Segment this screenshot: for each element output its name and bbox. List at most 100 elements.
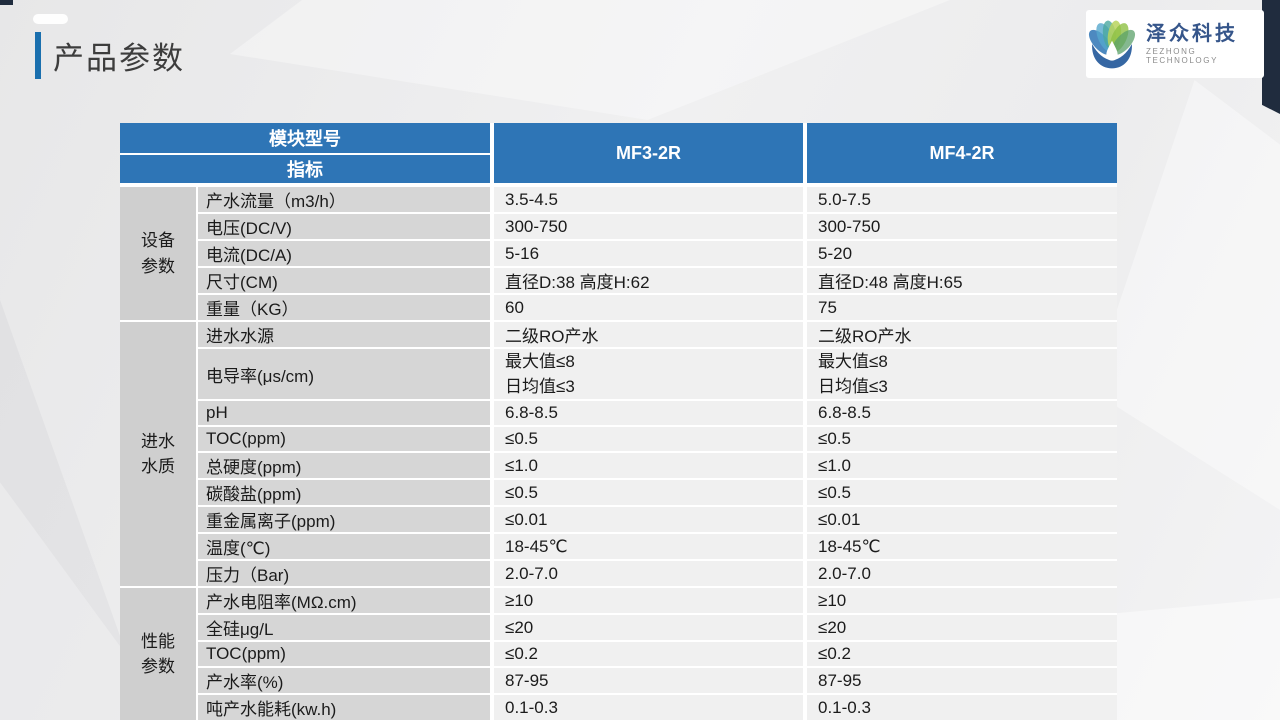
parameter-label-cell: 电压(DC/V): [196, 214, 490, 241]
logo-name-cn: 泽众科技: [1146, 22, 1238, 45]
value-cell-mf4: 75: [803, 295, 1117, 322]
logo-text: 泽众科技 ZEZHONG TECHNOLOGY: [1146, 23, 1264, 66]
value-cell-mf4: 直径D:48 高度H:65: [803, 268, 1117, 295]
table-row: 温度(℃) 18-45℃ 18-45℃: [120, 534, 1117, 561]
parameter-label-cell: 电流(DC/A): [196, 241, 490, 268]
value-cell-mf4: 300-750: [803, 214, 1117, 241]
row-group-cell: 进水水质: [120, 322, 196, 588]
parameter-label-cell: 产水流量（m3/h）: [196, 187, 490, 214]
value-cell-mf4: 二级RO产水: [803, 322, 1117, 349]
value-cell-mf3: 300-750: [490, 214, 803, 241]
company-logo: 泽众科技 ZEZHONG TECHNOLOGY: [1086, 10, 1264, 78]
value-cell-mf3: 二级RO产水: [490, 322, 803, 349]
table-header-row: 模块型号 MF3-2R MF4-2R: [120, 123, 1117, 187]
value-cell-mf3: ≤1.0: [490, 453, 803, 480]
table-row: 压力（Bar) 2.0-7.0 2.0-7.0: [120, 561, 1117, 588]
corner-accent-topright: [1262, 0, 1280, 114]
value-cell-mf4: 18-45℃: [803, 534, 1117, 561]
lotus-waterdrop-icon: [1088, 20, 1136, 69]
value-cell-mf4: 87-95: [803, 668, 1117, 695]
parameter-label-cell: TOC(ppm): [196, 642, 490, 668]
value-cell-mf4: ≥10: [803, 588, 1117, 615]
value-cell-mf4: 5.0-7.5: [803, 187, 1117, 214]
title-accent-bar: [35, 32, 41, 79]
value-cell-mf4: 5-20: [803, 241, 1117, 268]
parameter-label-cell: 产水电阻率(MΩ.cm): [196, 588, 490, 615]
table-row: 尺寸(CM) 直径D:38 高度H:62 直径D:48 高度H:65: [120, 268, 1117, 295]
value-cell-mf3: 5-16: [490, 241, 803, 268]
value-cell-mf4: 最大值≤8 日均值≤3: [803, 349, 1117, 401]
table-row: TOC(ppm) ≤0.2 ≤0.2: [120, 642, 1117, 668]
parameter-label-cell: 全硅μg/L: [196, 615, 490, 642]
value-cell-mf3: ≤0.01: [490, 507, 803, 534]
table-body: 设备参数 产水流量（m3/h） 3.5-4.5 5.0-7.5 电压(DC/V) 300-…: [120, 187, 1117, 720]
table-row: 电导率(μs/cm) 最大值≤8 日均值≤3 最大值≤8 日均值≤3: [120, 349, 1117, 401]
header-col-mf4-2r: MF4-2R: [803, 123, 1117, 187]
parameter-label-cell: 温度(℃): [196, 534, 490, 561]
table-row: 总硬度(ppm) ≤1.0 ≤1.0: [120, 453, 1117, 480]
parameter-label-cell: 碳酸盐(ppm): [196, 480, 490, 507]
value-cell-mf3: 87-95: [490, 668, 803, 695]
table-row: 电流(DC/A) 5-16 5-20: [120, 241, 1117, 268]
corner-dash-accent: [33, 14, 68, 24]
value-cell-mf4: 6.8-8.5: [803, 401, 1117, 427]
value-cell-mf3: ≤0.2: [490, 642, 803, 668]
value-cell-mf4: ≤0.2: [803, 642, 1117, 668]
table-row: pH 6.8-8.5 6.8-8.5: [120, 401, 1117, 427]
value-cell-mf3: 0.1-0.3: [490, 695, 803, 720]
background-shape: [230, 0, 950, 120]
slide-title-block: 产品参数: [35, 32, 185, 79]
parameter-label-cell: TOC(ppm): [196, 427, 490, 453]
table-row: 性能参数 产水电阻率(MΩ.cm) ≥10 ≥10: [120, 588, 1117, 720]
background-shape: [1090, 80, 1280, 510]
value-cell-mf3: ≥10: [490, 588, 803, 615]
value-cell-mf3: 2.0-7.0: [490, 561, 803, 588]
parameter-label-cell: 重金属离子(ppm): [196, 507, 490, 534]
table-row: 重金属离子(ppm) ≤0.01 ≤0.01: [120, 507, 1117, 534]
table-row: 重量（KG） 60 75: [120, 295, 1117, 322]
parameter-label-cell: 产水率(%): [196, 668, 490, 695]
value-cell-mf4: ≤0.01: [803, 507, 1117, 534]
parameter-label-cell: 重量（KG）: [196, 295, 490, 322]
table-row: 吨产水能耗(kw.h) 0.1-0.3 0.1-0.3: [120, 695, 1117, 720]
parameter-label-cell: 总硬度(ppm): [196, 453, 490, 480]
value-cell-mf3: ≤0.5: [490, 480, 803, 507]
value-cell-mf3: 6.8-8.5: [490, 401, 803, 427]
value-cell-mf4: ≤1.0: [803, 453, 1117, 480]
table-row: 电压(DC/V) 300-750 300-750: [120, 214, 1117, 241]
header-indicator-label: 指标: [120, 155, 490, 187]
table-row: TOC(ppm) ≤0.5 ≤0.5: [120, 427, 1117, 453]
header-col-mf3-2r: MF3-2R: [490, 123, 803, 187]
value-cell-mf3: 最大值≤8 日均值≤3: [490, 349, 803, 401]
table-row: 产水率(%) 87-95 87-95: [120, 668, 1117, 695]
parameter-label-cell: pH: [196, 401, 490, 427]
value-cell-mf3: 3.5-4.5: [490, 187, 803, 214]
value-cell-mf4: ≤0.5: [803, 480, 1117, 507]
table-row: 进水水质 进水水源 二级RO产水 二级RO产水: [120, 322, 1117, 588]
table-row: 设备参数 产水流量（m3/h） 3.5-4.5 5.0-7.5: [120, 187, 1117, 322]
value-cell-mf4: ≤20: [803, 615, 1117, 642]
value-cell-mf3: ≤0.5: [490, 427, 803, 453]
value-cell-mf3: 60: [490, 295, 803, 322]
table-row: 碳酸盐(ppm) ≤0.5 ≤0.5: [120, 480, 1117, 507]
logo-name-en: ZEZHONG TECHNOLOGY: [1146, 46, 1219, 65]
parameter-label-cell: 吨产水能耗(kw.h): [196, 695, 490, 720]
parameter-label-cell: 压力（Bar): [196, 561, 490, 588]
row-group-cell: 设备参数: [120, 187, 196, 322]
page-title: 产品参数: [53, 41, 185, 76]
parameter-label-cell: 进水水源: [196, 322, 490, 349]
table-header-row: 指标: [120, 155, 1117, 187]
value-cell-mf4: 0.1-0.3: [803, 695, 1117, 720]
header-model-label: 模块型号: [120, 123, 490, 155]
product-parameters-table: 模块型号 MF3-2R MF4-2R 指标 设备参数 产水流量（m3/h） 3.5-…: [120, 123, 1117, 720]
table-row: 全硅μg/L ≤20 ≤20: [120, 615, 1117, 642]
parameter-label-cell: 电导率(μs/cm): [196, 349, 490, 401]
value-cell-mf3: 直径D:38 高度H:62: [490, 268, 803, 295]
corner-accent-topleft: [0, 0, 13, 5]
value-cell-mf3: ≤20: [490, 615, 803, 642]
row-group-cell: 性能参数: [120, 588, 196, 720]
value-cell-mf3: 18-45℃: [490, 534, 803, 561]
value-cell-mf4: 2.0-7.0: [803, 561, 1117, 588]
parameter-label-cell: 尺寸(CM): [196, 268, 490, 295]
